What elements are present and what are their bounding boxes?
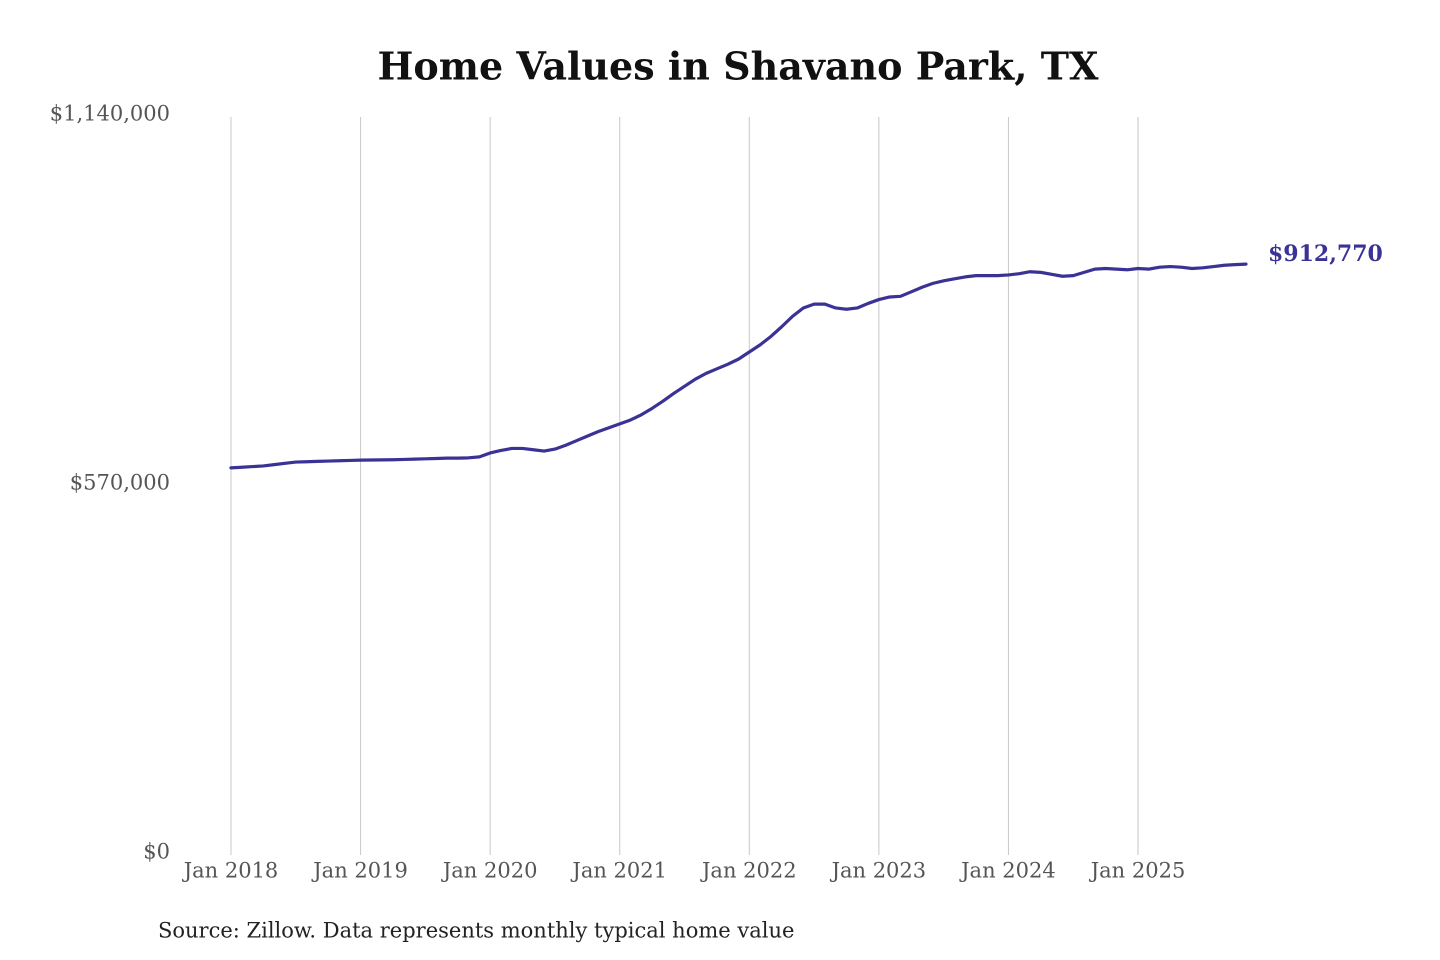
x-tick-label: Jan 2020: [441, 859, 538, 883]
x-tick-label: Jan 2018: [182, 859, 279, 883]
source-note: Source: Zillow. Data represents monthly …: [158, 919, 794, 943]
x-tick-label: Jan 2019: [311, 859, 408, 883]
y-tick-label: $0: [143, 840, 170, 864]
chart-title: Home Values in Shavano Park, TX: [378, 44, 1099, 89]
line: [229, 262, 1248, 470]
x-tick-label: Jan 2024: [959, 859, 1056, 883]
x-tick-label: Jan 2025: [1089, 859, 1186, 883]
y-tick-label: $570,000: [70, 471, 170, 495]
y-tick-label: $1,140,000: [50, 102, 170, 126]
x-tick-label: Jan 2021: [570, 859, 667, 883]
x-tick-label: Jan 2022: [700, 859, 797, 883]
x-tick-label: Jan 2023: [830, 859, 927, 883]
value-label: $912,770: [1268, 241, 1383, 267]
